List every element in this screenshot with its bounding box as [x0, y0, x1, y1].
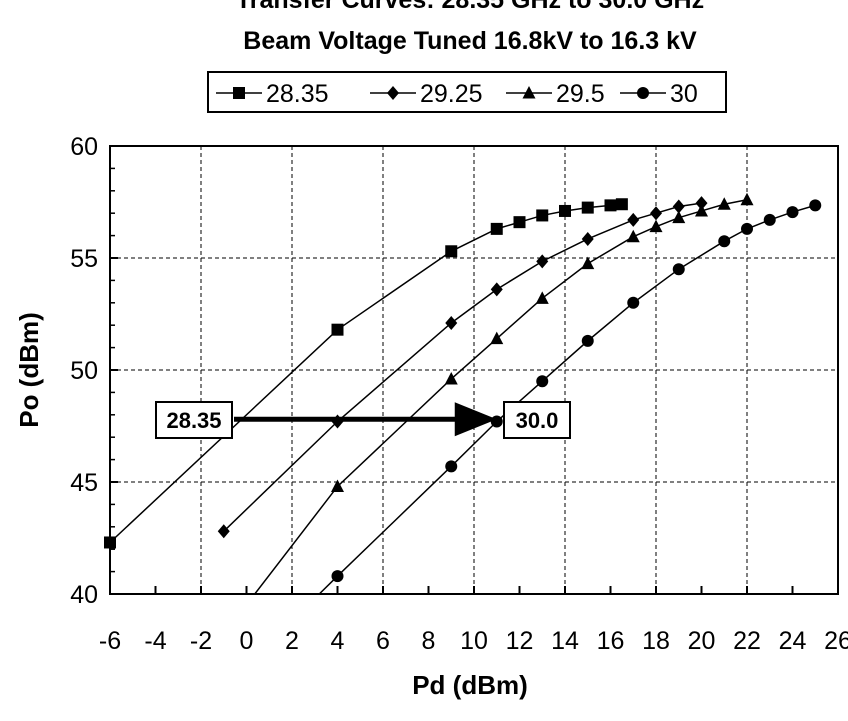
x-tick-label: 6: [376, 627, 390, 655]
series-line-28.35: [110, 203, 622, 544]
x-tick-label: 22: [733, 627, 761, 655]
left-label-text: 28.35: [166, 408, 221, 433]
data-point-30: [763, 213, 776, 226]
series-markers: [104, 192, 822, 583]
data-point-29.25: [490, 282, 503, 297]
data-point-30: [672, 263, 685, 276]
data-point-30: [445, 460, 458, 473]
series-line-29.5: [253, 199, 748, 594]
x-tick-label: -4: [144, 627, 166, 655]
data-point-29.5: [331, 479, 344, 492]
data-point-29.25: [627, 212, 640, 227]
data-point-28.35: [445, 245, 458, 258]
data-point-29.25: [217, 524, 230, 539]
data-point-30: [718, 235, 731, 248]
data-point-29.5: [626, 229, 640, 243]
x-axis-label: Pd (dBm): [412, 670, 528, 700]
data-point-29.5: [535, 291, 549, 304]
data-point-29.5: [717, 197, 731, 210]
chart-subtitle: Beam Voltage Tuned 16.8kV to 16.3 kV: [243, 27, 697, 55]
series-line-29.25: [223, 202, 702, 532]
x-tick-label: 10: [460, 627, 488, 655]
data-point-29.25: [581, 231, 594, 246]
arrow-head: [454, 402, 497, 437]
y-tick-label: 40: [70, 581, 98, 609]
y-tick-label: 55: [70, 245, 98, 273]
data-point-28.35: [604, 199, 617, 212]
data-point-29.5: [740, 192, 754, 206]
data-point-30: [536, 375, 549, 388]
x-tick-label: 24: [779, 627, 807, 655]
axis-ticks: [109, 145, 839, 595]
y-tick-label: 60: [70, 133, 98, 161]
x-tick-label: 26: [824, 627, 848, 655]
x-tick-label: 8: [422, 627, 436, 655]
data-point-30: [627, 296, 640, 309]
x-tick-labels: -6 -4 -2 0 2 4 6 8 10 12 14 16 18 20 22 24 26: [99, 627, 848, 655]
data-point-30: [786, 206, 799, 219]
data-point-30: [741, 222, 753, 235]
data-point-29.5: [672, 210, 686, 224]
data-point-28.35: [513, 216, 526, 229]
data-point-29.25: [536, 254, 549, 269]
x-tick-label: 14: [551, 627, 579, 655]
data-point-29.25: [695, 196, 708, 211]
data-point-29.25: [445, 315, 458, 330]
x-tick-label: -6: [99, 627, 121, 655]
x-tick-label: 4: [331, 627, 345, 655]
x-tick-label: 16: [597, 627, 625, 655]
x-tick-label: 12: [506, 627, 534, 655]
y-tick-label: 50: [70, 357, 98, 385]
legend-label-29.25: 29.25: [420, 80, 483, 108]
x-tick-label: 0: [240, 627, 254, 655]
y-tick-labels: 40 45 50 55 60: [70, 133, 98, 609]
x-tick-label: 20: [688, 627, 716, 655]
legend-label-28.35: 28.35: [266, 80, 329, 108]
data-point-29.25: [672, 199, 685, 214]
x-tick-label: -2: [190, 627, 212, 655]
legend-marker-29.25: [387, 86, 399, 100]
data-point-29.5: [490, 331, 504, 345]
grid-lines: [110, 146, 838, 594]
data-point-30: [581, 334, 594, 347]
data-point-28.35: [615, 198, 628, 211]
left-label-box: [155, 401, 233, 439]
y-axis-label: Po (dBm): [14, 312, 44, 428]
data-point-29.5: [444, 371, 458, 385]
y-tick-label: 45: [70, 469, 98, 497]
x-tick-label: 2: [285, 627, 299, 655]
data-point-29.5: [695, 203, 708, 217]
legend-label-30: 30: [670, 80, 698, 108]
annotations: 28.35 30.0: [155, 401, 571, 439]
data-point-30: [490, 415, 503, 428]
data-point-29.5: [581, 256, 595, 270]
legend-label-29.5: 29.5: [556, 80, 605, 108]
data-point-28.35: [536, 209, 549, 222]
legend-marker-29.5: [522, 86, 536, 99]
legend: 28.35 29.25 29.5 30: [207, 71, 727, 113]
legend-marker-28.35: [233, 87, 245, 99]
right-label-text: 30.0: [516, 408, 559, 433]
chart-title: Transfer Curves: 28.35 GHz to 30.0 GHz: [236, 0, 704, 14]
data-point-28.35: [490, 222, 503, 235]
plot-area: [104, 145, 839, 595]
data-point-29.5: [649, 219, 663, 233]
data-point-30: [331, 570, 344, 583]
right-label-box: [503, 401, 571, 439]
x-tick-label: 18: [642, 627, 670, 655]
data-point-29.25: [650, 206, 662, 221]
legend-marker-30: [637, 87, 649, 99]
data-point-28.35: [331, 323, 344, 336]
data-point-30: [809, 199, 822, 212]
data-point-28.35: [559, 204, 571, 217]
data-point-28.35: [581, 201, 594, 214]
